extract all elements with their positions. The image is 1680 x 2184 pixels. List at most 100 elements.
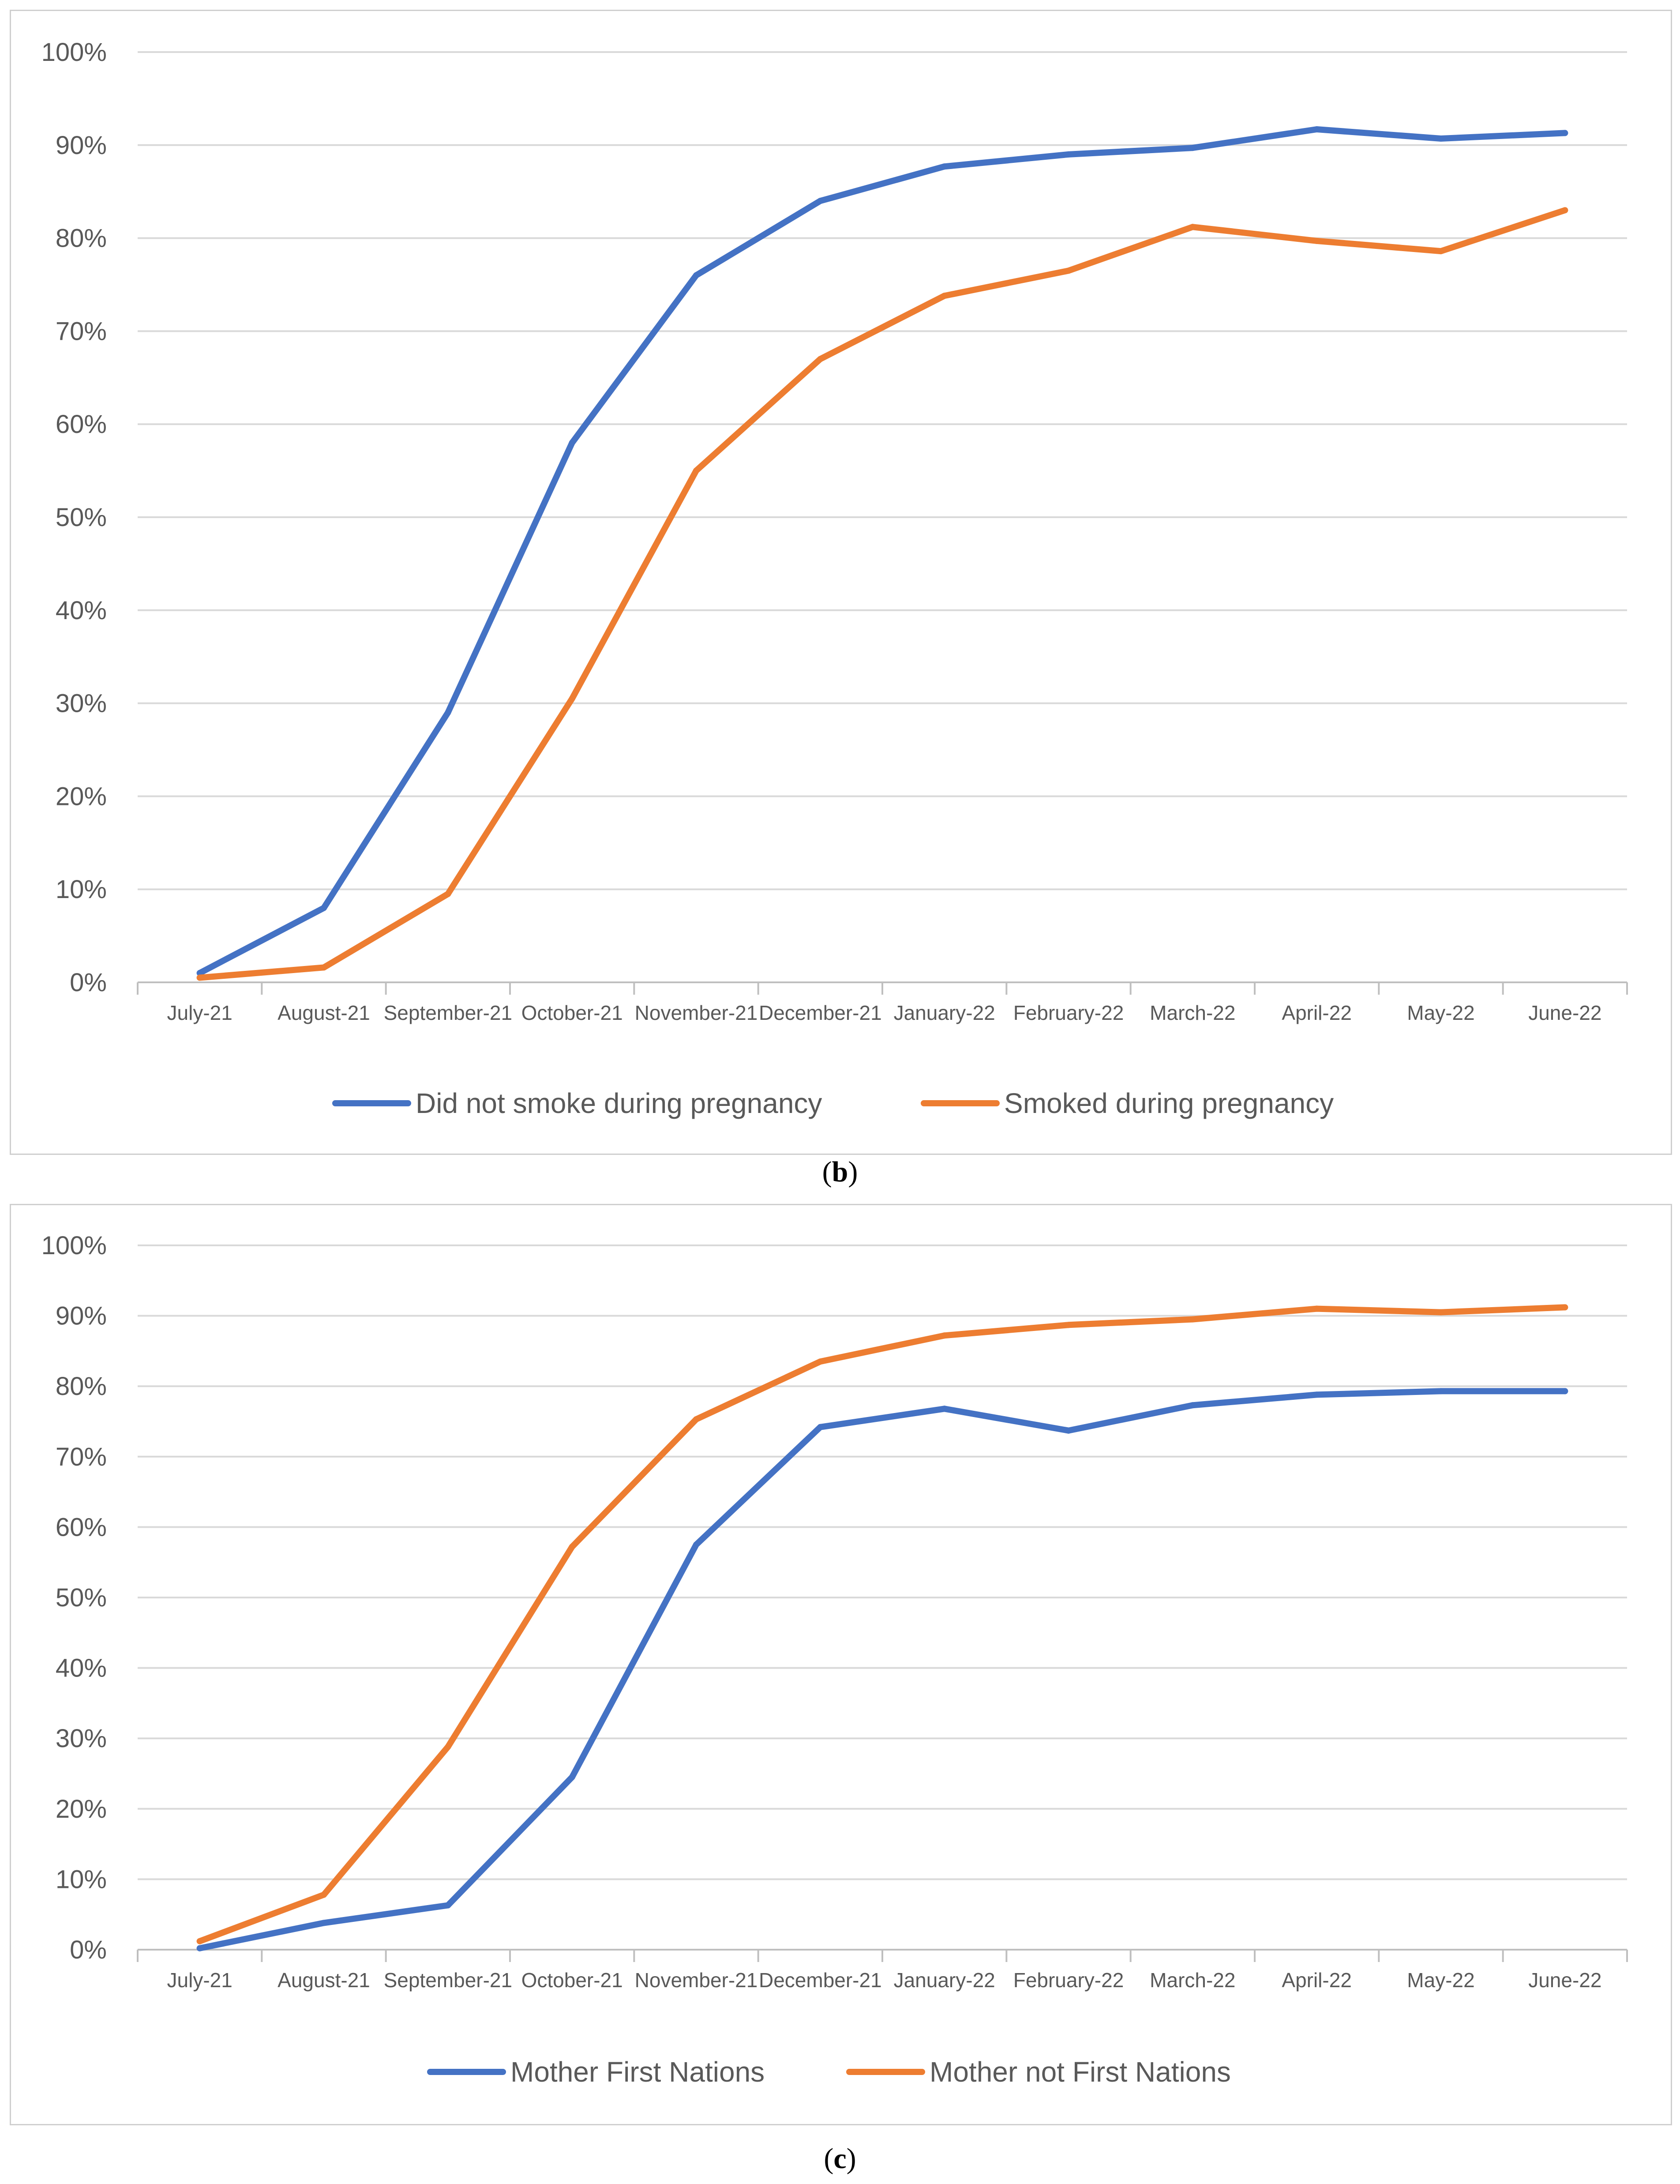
legend-label-2: Smoked during pregnancy xyxy=(1004,1087,1334,1119)
x-tick-label: July-21 xyxy=(167,1969,232,1992)
y-tick-label: 10% xyxy=(56,1865,107,1894)
data-point xyxy=(1562,1388,1568,1395)
data-point xyxy=(1313,126,1320,132)
data-point xyxy=(1313,1391,1320,1398)
y-tick-label: 50% xyxy=(56,503,107,532)
data-point xyxy=(941,1406,948,1412)
data-point xyxy=(1189,145,1196,151)
x-tick-label: December-21 xyxy=(759,1969,882,1992)
x-tick-label: March-22 xyxy=(1150,1969,1235,1992)
y-tick-label: 40% xyxy=(56,596,107,625)
data-point xyxy=(321,1920,327,1926)
data-point xyxy=(817,198,824,204)
x-tick-label: October-21 xyxy=(521,1001,623,1024)
data-point xyxy=(445,1902,451,1909)
panel-letter-b: b xyxy=(832,1156,848,1188)
data-point xyxy=(817,1424,824,1430)
data-point xyxy=(445,891,451,897)
data-point xyxy=(196,974,203,981)
y-tick-label: 50% xyxy=(56,1583,107,1612)
x-tick-label: September-21 xyxy=(384,1001,513,1024)
data-point xyxy=(321,905,327,911)
x-tick-label: May-22 xyxy=(1407,1969,1474,1992)
data-point xyxy=(196,1945,203,1951)
data-point xyxy=(1562,130,1568,136)
y-tick-label: 100% xyxy=(41,1231,107,1260)
y-tick-label: 70% xyxy=(56,1443,107,1471)
legend-label-1: Mother First Nations xyxy=(510,2056,765,2088)
data-point xyxy=(693,1416,699,1423)
data-point xyxy=(1189,224,1196,230)
y-tick-label: 60% xyxy=(56,410,107,439)
x-tick-label: June-22 xyxy=(1528,1969,1601,1992)
x-tick-label: November-21 xyxy=(635,1001,758,1024)
data-point xyxy=(1562,1304,1568,1311)
data-point xyxy=(1065,267,1072,274)
y-tick-label: 100% xyxy=(41,38,107,67)
data-point xyxy=(1438,1309,1444,1316)
panel-label-c: (c) xyxy=(824,2143,856,2175)
y-tick-label: 10% xyxy=(56,875,107,904)
data-point xyxy=(321,964,327,971)
y-tick-label: 90% xyxy=(56,131,107,160)
data-point xyxy=(321,1891,327,1898)
x-tick-label: January-22 xyxy=(894,1969,995,1992)
x-tick-label: May-22 xyxy=(1407,1001,1474,1024)
data-point xyxy=(445,1744,451,1750)
x-tick-label: June-22 xyxy=(1528,1001,1601,1024)
series-line-1 xyxy=(196,1388,1568,1951)
x-tick-label: October-21 xyxy=(521,1969,623,1992)
x-tick-label: August-21 xyxy=(278,1001,370,1024)
x-tick-label: December-21 xyxy=(759,1001,882,1024)
data-point xyxy=(941,1332,948,1339)
data-point xyxy=(1065,1427,1072,1434)
y-tick-label: 80% xyxy=(56,1372,107,1401)
y-tick-label: 20% xyxy=(56,782,107,811)
y-tick-label: 30% xyxy=(56,1724,107,1753)
data-point xyxy=(569,695,575,702)
data-point xyxy=(1189,1402,1196,1409)
data-point xyxy=(1313,237,1320,244)
data-point xyxy=(941,163,948,170)
data-point xyxy=(1313,1305,1320,1312)
data-point xyxy=(445,709,451,716)
data-point xyxy=(693,467,699,474)
x-tick-label: November-21 xyxy=(635,1969,758,1992)
data-point xyxy=(1438,135,1444,142)
series-line-1 xyxy=(196,126,1568,976)
data-point xyxy=(1065,151,1072,158)
panel-label-b: (b) xyxy=(822,1156,858,1188)
series-line-2 xyxy=(196,1304,1568,1944)
x-tick-label: July-21 xyxy=(167,1001,232,1024)
data-point xyxy=(817,356,824,362)
data-point xyxy=(569,1774,575,1780)
panel-letter-c: c xyxy=(833,2143,847,2175)
data-point xyxy=(1065,1322,1072,1328)
x-tick-label: September-21 xyxy=(384,1969,513,1992)
y-tick-label: 80% xyxy=(56,224,107,253)
data-point xyxy=(1562,207,1568,214)
data-point xyxy=(569,440,575,446)
y-tick-label: 0% xyxy=(70,968,107,997)
x-tick-label: April-22 xyxy=(1282,1969,1352,1992)
data-point xyxy=(1438,1388,1444,1395)
y-tick-label: 30% xyxy=(56,689,107,718)
data-point xyxy=(693,272,699,278)
x-tick-label: February-22 xyxy=(1013,1969,1124,1992)
legend-label-1: Did not smoke during pregnancy xyxy=(416,1087,822,1119)
y-tick-label: 20% xyxy=(56,1795,107,1823)
legend-label-2: Mother not First Nations xyxy=(930,2056,1231,2088)
y-tick-label: 40% xyxy=(56,1654,107,1683)
y-tick-label: 0% xyxy=(70,1936,107,1964)
data-point xyxy=(196,1938,203,1944)
data-point xyxy=(1189,1316,1196,1323)
data-point xyxy=(941,293,948,299)
data-point xyxy=(817,1358,824,1365)
data-point xyxy=(693,1541,699,1548)
data-point xyxy=(1438,248,1444,255)
x-tick-label: February-22 xyxy=(1013,1001,1124,1024)
chart-b: 0% 10% 20% 30% 40% 50% 60% 70% 80% 90% 100% July-21… xyxy=(41,38,1628,1119)
chart-b-frame xyxy=(10,10,1672,1155)
x-tick-label: April-22 xyxy=(1282,1001,1352,1024)
